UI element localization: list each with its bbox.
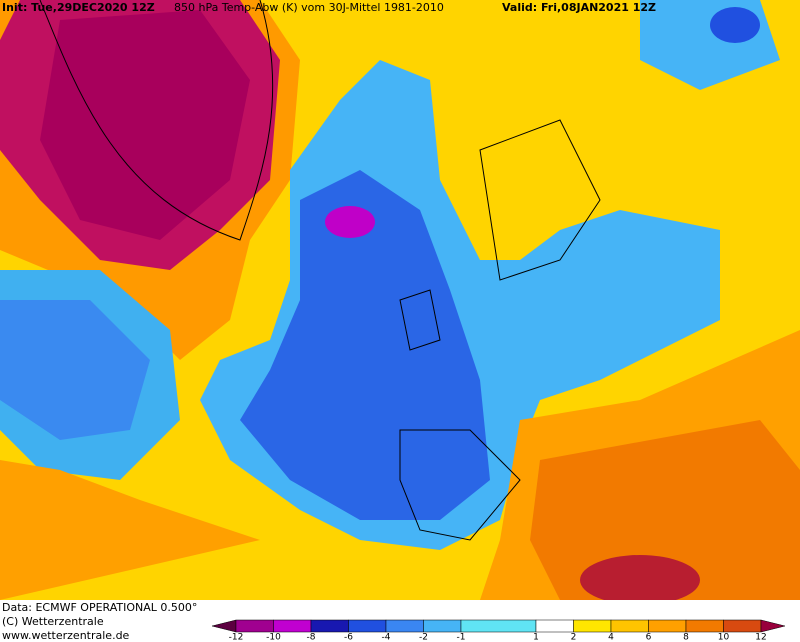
legend-label: -4 bbox=[382, 633, 391, 642]
legend-swatch bbox=[685, 619, 724, 633]
website: www.wetterzentrale.de bbox=[2, 629, 130, 642]
legend-label: -8 bbox=[307, 633, 316, 642]
valid-time: Valid: Fri,08JAN2021 12Z bbox=[502, 1, 656, 14]
cold-region bbox=[0, 300, 150, 440]
legend-label: -12 bbox=[229, 633, 244, 642]
legend-label: -10 bbox=[266, 633, 281, 642]
legend-label: 6 bbox=[646, 633, 652, 642]
init-time: Init: Tue,29DEC2020 12Z bbox=[2, 1, 155, 14]
copyright: (C) Wetterzentrale bbox=[2, 615, 104, 628]
cold-anomaly-core bbox=[325, 206, 375, 238]
legend-swatch bbox=[648, 619, 687, 633]
legend-swatch bbox=[723, 619, 762, 633]
cold-anomaly bbox=[240, 170, 490, 520]
legend-label: 4 bbox=[608, 633, 614, 642]
legend-swatch bbox=[235, 619, 274, 633]
cold-anomaly bbox=[710, 7, 760, 43]
legend-label: -6 bbox=[344, 633, 353, 642]
coastline bbox=[399, 119, 601, 351]
map-title: 850 hPa Temp-Abw (K) vom 30J-Mittel 1981… bbox=[174, 1, 444, 14]
legend-swatch bbox=[423, 619, 462, 633]
legend-swatch bbox=[460, 619, 537, 633]
legend-swatch bbox=[573, 619, 612, 633]
coastline bbox=[39, 0, 274, 241]
warm-region bbox=[0, 460, 260, 600]
coastline bbox=[399, 429, 521, 541]
warm-anomaly bbox=[530, 420, 800, 600]
legend-label: 12 bbox=[755, 633, 766, 642]
legend-label: 8 bbox=[683, 633, 689, 642]
warm-anomaly-core bbox=[40, 10, 250, 240]
legend-label: -2 bbox=[419, 633, 428, 642]
legend-label: -1 bbox=[457, 633, 466, 642]
legend-swatch bbox=[385, 619, 424, 633]
legend-label: 10 bbox=[718, 633, 730, 642]
legend-swatch bbox=[348, 619, 387, 633]
legend-swatch bbox=[310, 619, 349, 633]
data-source: Data: ECMWF OPERATIONAL 0.500° bbox=[2, 601, 197, 614]
legend-swatch bbox=[273, 619, 312, 633]
legend-label: 2 bbox=[571, 633, 577, 642]
color-legend: -12 -10 -8 -6 -4 -2 -1 1 2 4 6 8 10 12 bbox=[211, 619, 786, 642]
legend-label: 1 bbox=[533, 633, 539, 642]
legend-swatch bbox=[535, 619, 574, 633]
warm-anomaly-core bbox=[580, 555, 700, 605]
legend-swatch bbox=[610, 619, 649, 633]
legend-end bbox=[760, 619, 786, 633]
